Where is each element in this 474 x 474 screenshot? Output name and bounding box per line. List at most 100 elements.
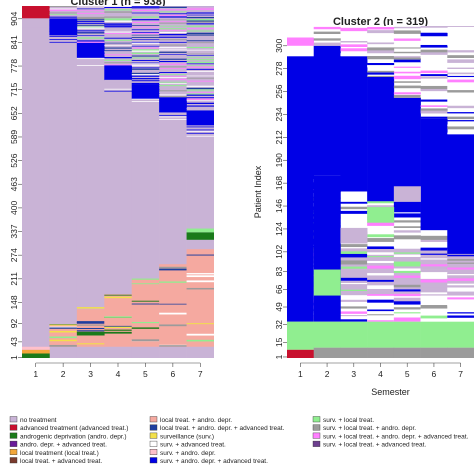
- heatmap-cell: [447, 287, 474, 292]
- heatmap-cell: [186, 23, 214, 25]
- heatmap-cell: [367, 309, 395, 312]
- heatmap-cell: [447, 297, 474, 300]
- heatmap-cell: [420, 70, 448, 74]
- heatmap-cell: [447, 72, 474, 75]
- y-tick-label: 124: [274, 222, 284, 236]
- heatmap-cell: [313, 36, 341, 39]
- heatmap-cell: [159, 77, 187, 79]
- x-tick-label: 6: [432, 369, 437, 379]
- heatmap-cell: [49, 45, 78, 47]
- heatmap-cell: [367, 36, 395, 38]
- heatmap-cell: [131, 82, 160, 85]
- heatmap-cell: [393, 81, 421, 83]
- heatmap-cell: [420, 253, 448, 255]
- heatmap-cell: [186, 49, 214, 51]
- heatmap-cell: [49, 327, 78, 329]
- heatmap-cell: [340, 53, 368, 57]
- heatmap-cell: [22, 6, 50, 358]
- heatmap-cell: [131, 52, 160, 54]
- heatmap-cell: [367, 288, 395, 293]
- heatmap-cell: [393, 226, 421, 228]
- heatmap-cell: [186, 273, 214, 275]
- heatmap-cell: [340, 41, 368, 43]
- heatmap-cell: [159, 85, 187, 87]
- heatmap-cell: [447, 98, 474, 101]
- heatmap-cell: [393, 300, 421, 305]
- heatmap-cell: [131, 37, 160, 39]
- y-tick-label: 278: [274, 61, 284, 75]
- heatmap-cell: [340, 226, 368, 229]
- heatmap-cell: [186, 275, 214, 278]
- legend-label: surv. + local treat. + andro. depr.: [323, 425, 416, 432]
- heatmap-cell: [367, 42, 395, 45]
- heatmap-cell: [131, 41, 160, 43]
- heatmap-cell: [186, 135, 214, 137]
- y-tick-label: 400: [9, 201, 19, 215]
- heatmap-cell: [186, 80, 214, 82]
- legend-label: surv. + local treat. + andro. depr. + ad…: [323, 433, 469, 440]
- heatmap-cell: [76, 61, 105, 63]
- heatmap-cell: [131, 78, 160, 80]
- heatmap-cell: [159, 47, 187, 49]
- heatmap-cell: [420, 305, 448, 309]
- heatmap-cell: [186, 30, 214, 32]
- heatmap-cell: [159, 116, 187, 118]
- heatmap-cell: [367, 207, 395, 223]
- heatmap-cell: [159, 72, 187, 73]
- heatmap-cell: [104, 11, 133, 13]
- y-tick-label: 15: [274, 337, 284, 347]
- heatmap-cell: [159, 31, 187, 33]
- heatmap-cell: [420, 82, 448, 84]
- heatmap-cell: [104, 65, 133, 81]
- heatmap-cell: [186, 61, 214, 64]
- heatmap-cell: [186, 56, 214, 58]
- heatmap-cell: [76, 21, 105, 22]
- heatmap-cell: [131, 62, 160, 64]
- heatmap-cell: [447, 321, 474, 348]
- panel-title: Cluster 1 (n = 938): [70, 0, 165, 8]
- heatmap-cell: [447, 262, 474, 264]
- heatmap-cell: [49, 18, 78, 32]
- heatmap-cell: [159, 303, 187, 305]
- heatmap-cell: [420, 244, 448, 247]
- heatmap-cell: [420, 235, 448, 240]
- heatmap-cell: [159, 268, 187, 271]
- heatmap-cell: [340, 244, 368, 248]
- heatmap-cell: [447, 86, 474, 91]
- heatmap-cell: [447, 93, 474, 97]
- heatmap-cell: [159, 96, 187, 98]
- heatmap-cell: [104, 79, 133, 81]
- heatmap-cell: [186, 339, 214, 342]
- heatmap-cell: [159, 58, 187, 60]
- heatmap-cell: [340, 218, 368, 221]
- heatmap-cell: [393, 85, 421, 89]
- y-axis-label: Patient Index: [253, 165, 263, 218]
- heatmap-cell: [131, 283, 160, 285]
- heatmap-cell: [186, 83, 214, 85]
- heatmap-cell: [313, 321, 341, 348]
- cluster-1-panel: Cluster 1 (n = 938)143921482112743374004…: [9, 0, 214, 379]
- heatmap-cell: [131, 14, 160, 17]
- heatmap-cell: [340, 210, 368, 214]
- heatmap-cell: [186, 14, 214, 16]
- heatmap-cell: [104, 9, 133, 11]
- heatmap-cell: [131, 279, 160, 347]
- heatmap-cell: [367, 201, 395, 204]
- heatmap-cell: [159, 90, 187, 92]
- heatmap-cell: [104, 331, 133, 334]
- heatmap-cell: [420, 56, 448, 59]
- heatmap-cell: [340, 31, 368, 35]
- heatmap-cell: [447, 315, 474, 318]
- heatmap-cell: [393, 213, 421, 218]
- heatmap-cell: [186, 97, 214, 99]
- heatmap-cell: [76, 30, 105, 31]
- heatmap-cell: [393, 56, 421, 58]
- heatmap-cell: [104, 326, 133, 329]
- heatmap-cell: [186, 59, 214, 61]
- legend-swatch: [9, 416, 18, 423]
- heatmap-cell: [104, 90, 133, 92]
- y-tick-label: 234: [274, 107, 284, 121]
- heatmap-cell: [159, 87, 187, 89]
- y-tick-label: 841: [9, 35, 19, 49]
